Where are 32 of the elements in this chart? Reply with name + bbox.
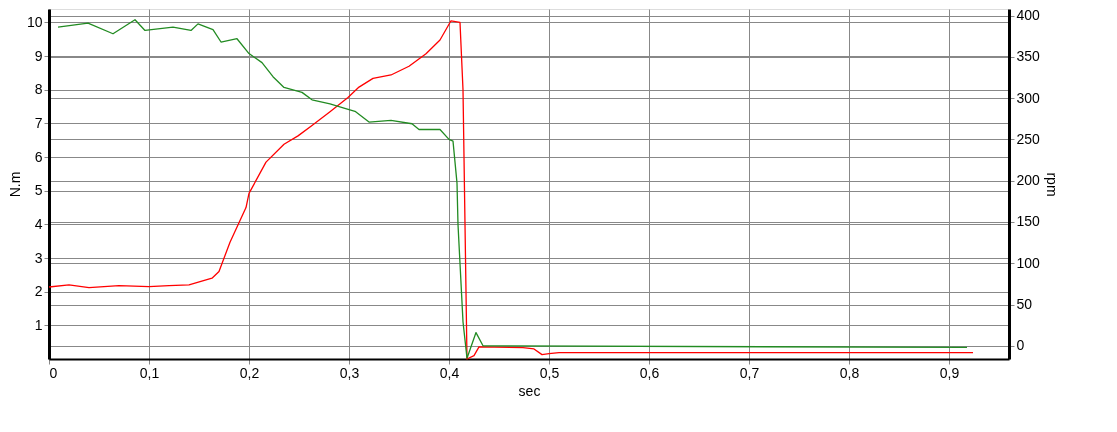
y2-tick-label: 400 [1016, 7, 1041, 24]
y2-tick-label: 200 [1016, 172, 1041, 189]
x-tick-label: 0,8 [839, 364, 860, 381]
y-tick-label: 2 [34, 283, 43, 300]
y-tick-label: 9 [34, 47, 43, 64]
x-tick-label: 0,2 [239, 364, 260, 381]
x-tick-label: 0,7 [739, 364, 760, 381]
y2-tick-label: 0 [1016, 337, 1025, 354]
y2-tick-label: 350 [1016, 48, 1041, 65]
y-tick-label: 6 [34, 148, 43, 165]
x-tick-label: 0,3 [339, 364, 360, 381]
x-tick-label: 0,5 [539, 364, 560, 381]
y2-axis-title: rpm [1043, 172, 1060, 197]
y-tick-label: 1 [34, 316, 43, 333]
y-tick-label: 5 [34, 182, 43, 199]
x-tick-label: 0,6 [639, 364, 660, 381]
y2-tick-label: 150 [1016, 213, 1041, 230]
y2-tick-label: 300 [1016, 89, 1041, 106]
x-tick-label: 0,9 [939, 364, 960, 381]
x-axis-title: sec [518, 382, 541, 399]
y-tick-label: 8 [34, 81, 43, 98]
y2-tick-label: 50 [1016, 296, 1033, 313]
y-axis-title: N.m [6, 171, 23, 198]
y2-tick-label: 250 [1016, 130, 1041, 147]
x-tick-label: 0,1 [139, 364, 160, 381]
x-tick-label: 0 [49, 364, 58, 381]
x-tick-label: 0,4 [439, 364, 460, 381]
y-tick-label: 4 [34, 215, 43, 232]
y2-tick-label: 100 [1016, 254, 1041, 271]
y-tick-label: 10 [26, 13, 43, 30]
y-tick-label: 3 [34, 249, 43, 266]
y-tick-label: 7 [34, 114, 43, 131]
